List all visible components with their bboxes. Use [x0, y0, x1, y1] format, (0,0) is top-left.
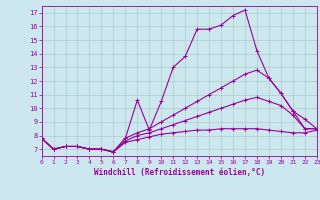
- X-axis label: Windchill (Refroidissement éolien,°C): Windchill (Refroidissement éolien,°C): [94, 168, 265, 177]
